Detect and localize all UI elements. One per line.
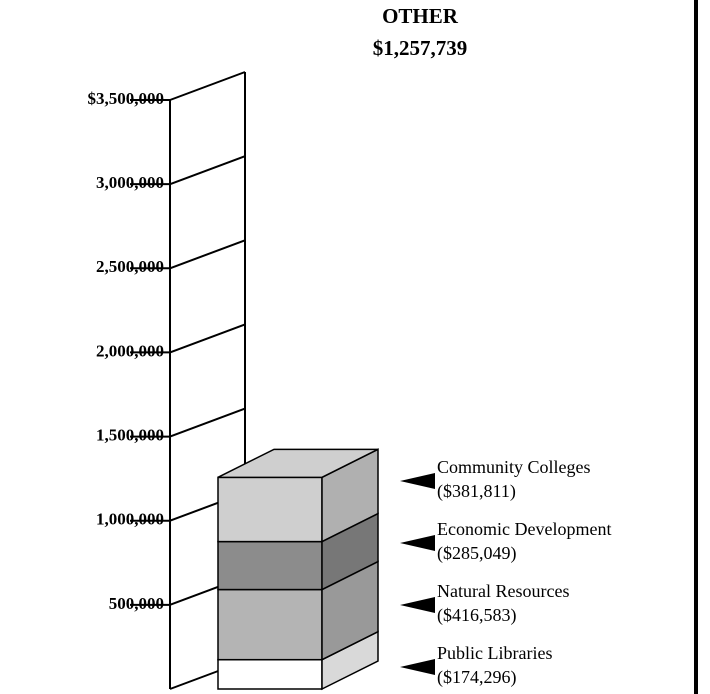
- y-tick-label: 3,000,000: [96, 173, 164, 192]
- bar-segment: [217, 476, 323, 543]
- legend-label: Public Libraries: [437, 643, 552, 663]
- bar-segment: [217, 588, 323, 661]
- label-arrow: [400, 597, 435, 613]
- value-label: ($174,296): [437, 667, 517, 688]
- grid-line: [169, 71, 246, 101]
- legend-label: Natural Resources: [437, 581, 569, 601]
- value-label: ($416,583): [437, 605, 517, 626]
- grid-line: [169, 239, 246, 270]
- grid-line: [169, 323, 246, 354]
- value-label: ($285,049): [437, 543, 517, 564]
- bar-top: [217, 448, 379, 479]
- chart-subtitle: $1,257,739: [373, 36, 468, 60]
- bar-segment: [217, 540, 323, 591]
- bar-segment: [217, 658, 323, 690]
- y-tick-label: 500,000: [109, 594, 164, 613]
- y-tick-label: $3,500,000: [88, 89, 165, 108]
- y-tick-label: 1,500,000: [96, 425, 164, 444]
- label-arrow: [400, 535, 435, 551]
- y-tick-label: 2,500,000: [96, 257, 164, 276]
- grid-line: [169, 407, 246, 438]
- y-tick-label: 1,000,000: [96, 510, 164, 529]
- legend-label: Economic Development: [437, 519, 611, 539]
- y-tick-label: 2,000,000: [96, 341, 164, 360]
- legend-label: Community Colleges: [437, 457, 591, 477]
- label-arrow: [400, 659, 435, 675]
- label-arrow: [400, 473, 435, 489]
- chart-title: OTHER: [382, 4, 459, 28]
- value-label: ($381,811): [437, 481, 516, 502]
- grid-line: [169, 155, 246, 186]
